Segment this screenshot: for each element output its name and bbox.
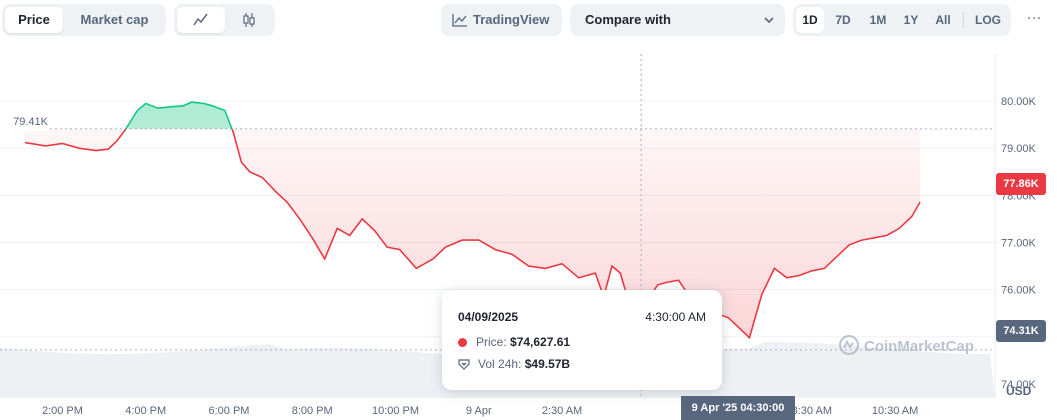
chart-type-toggle [174,4,275,36]
view-tabs: Price Market cap [2,4,166,36]
x-axis: 2:00 PM 4:00 PM 6:00 PM 8:00 PM 10:00 PM 9 Ap… [42,405,918,417]
tradingview-chart-icon [452,14,467,27]
tradingview-button[interactable]: TradingView [441,4,562,36]
volume-icon [458,359,470,370]
price-line-above-open [124,101,233,129]
range-7d[interactable]: 7D [835,13,851,27]
x-tick-label: 4:00 PM [125,405,166,417]
chevron-down-icon [764,17,774,24]
compare-label: Compare with [585,12,671,27]
y-tick-label: 77.00K [1001,237,1037,249]
x-tick-label: 8:00 PM [292,405,333,417]
cmc-logo-icon [839,335,859,355]
line-chart-icon [193,13,208,26]
range-1d[interactable]: 1D [796,7,824,33]
log-toggle[interactable]: LOG [975,13,1001,27]
x-tick-label: 9 Apr [466,405,492,417]
range-divider [963,12,964,28]
tooltip-price-value: $74,627.61 [510,335,571,349]
x-tick-label: 10:30 AM [872,405,918,417]
min-price-tag: 74.31K [996,320,1046,342]
tradingview-label: TradingView [473,12,550,27]
x-tick-label: 6:00 PM [208,405,249,417]
candlestick-button[interactable] [226,7,272,33]
current-price-tag: 77.86K [996,173,1046,195]
crosshair-time-label: 9 Apr '25 04:30:00 [681,396,795,420]
price-line-below-open [24,128,921,351]
price-dot-icon [458,338,467,347]
tab-market-cap[interactable]: Market cap [80,12,149,27]
y-tick-label: 80.00K [1001,96,1037,108]
y-tick-label: 76.00K [1001,285,1037,297]
tooltip-price-key: Price: [476,335,507,349]
price-area-above-open [25,102,921,129]
tab-price[interactable]: Price [5,7,63,33]
tooltip-volume-row: Vol 24h: $49.57B [458,357,570,371]
candlestick-icon [243,13,255,27]
x-tick-label: 8:30 AM [792,405,832,417]
tooltip-volume-key: Vol 24h: [478,357,522,371]
y-tick-label: 79.00K [1001,143,1037,155]
range-1y[interactable]: 1Y [903,13,919,27]
tooltip-date: 04/09/2025 [458,310,519,324]
range-1m[interactable]: 1M [869,13,887,27]
open-price-label: 79.41K [0,113,48,131]
line-chart-button[interactable] [177,7,225,33]
currency-label: USD [1006,384,1032,398]
x-tick-label: 2:30 AM [542,405,582,417]
range-all[interactable]: All [935,13,951,27]
coinmarketcap-watermark: CoinMarketCap [838,334,974,356]
x-tick-label: 10:00 PM [372,405,419,417]
more-options-button[interactable]: ··· [1026,9,1042,26]
tooltip-volume-value: $49.57B [524,357,571,371]
tooltip-price-row: Price: $74,627.61 [458,335,570,349]
chart-toolbar: Price Market cap TradingView Compare wit… [0,0,1057,40]
y-tick-label: 74.00K [1001,379,1037,391]
x-tick-label: 2:00 PM [42,405,83,417]
y-axis: 80.00K79.00K78.00K77.00K76.00K75.00K74.0… [1001,96,1037,391]
tooltip-time: 4:30:00 AM [645,310,706,324]
compare-with-dropdown[interactable]: Compare with [570,4,785,36]
watermark-text: CoinMarketCap [864,338,975,355]
time-range-tabs: 1D 7D 1M 1Y All LOG [793,4,1011,36]
price-tooltip: 04/09/2025 4:30:00 AM Price: $74,627.61 … [442,290,722,390]
